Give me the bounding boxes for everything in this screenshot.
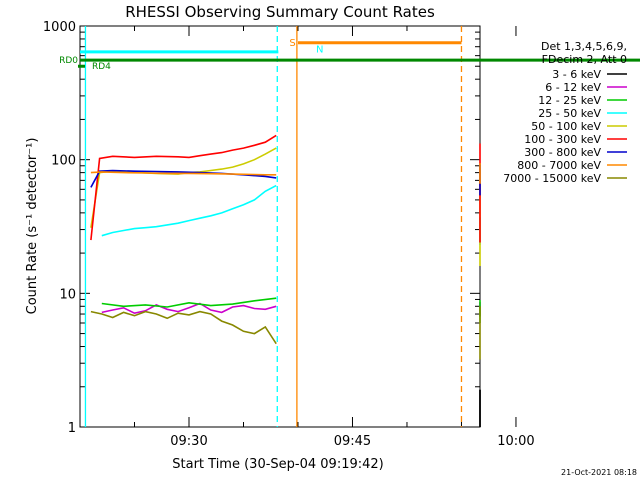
x-tick-label: 09:30 [170, 434, 207, 449]
series-line [90, 134, 277, 241]
chart-title: RHESSI Observing Summary Count Rates [125, 3, 435, 21]
status-label-rd4: RD4 [92, 62, 111, 72]
marks-layer: 110100100009:3009:4510:0010:1510:3010:45… [43, 20, 640, 449]
legend-entry-label: 6 - 12 keV [545, 81, 601, 94]
x-tick-label: 09:45 [334, 434, 371, 449]
y-axis-label: Count Rate (s⁻¹ detector⁻¹) [25, 138, 40, 315]
y-tick-label: 1 [68, 421, 76, 436]
series-line [90, 169, 277, 188]
y-tick-label: 10 [59, 287, 76, 302]
series-line [101, 184, 277, 237]
legend-entry-label: 100 - 300 keV [524, 133, 601, 146]
legend-header-line: FDecim 2, Att 0 [542, 53, 627, 66]
series-line [101, 297, 277, 308]
legend-entry-label: 800 - 7000 keV [517, 159, 601, 172]
legend-entry-label: 25 - 50 keV [538, 107, 601, 120]
y-tick-label: 100 [51, 154, 76, 169]
top-marker-label: N [316, 44, 323, 55]
legend: Det 1,3,4,5,6,9,FDecim 2, Att 0 3 - 6 keV… [503, 40, 627, 185]
y-tick-label: 1000 [43, 20, 76, 35]
legend-entry-label: 50 - 100 keV [531, 120, 601, 133]
series-line [90, 171, 277, 176]
series-line [90, 310, 277, 345]
footer-date: 21-Oct-2021 08:18 [561, 468, 637, 477]
legend-entry-label: 12 - 25 keV [538, 94, 601, 107]
top-marker-label: S [289, 38, 295, 49]
legend-entry-label: 300 - 800 keV [524, 146, 601, 159]
series-line [101, 302, 277, 315]
status-label-rd0: RD0 [59, 56, 78, 66]
legend-entry-label: 3 - 6 keV [552, 68, 601, 81]
x-tick-label: 10:00 [497, 434, 534, 449]
x-axis-label: Start Time (30-Sep-04 09:19:42) [172, 457, 383, 472]
legend-entry-label: 7000 - 15000 keV [503, 172, 601, 185]
legend-header-line: Det 1,3,4,5,6,9, [541, 40, 627, 53]
